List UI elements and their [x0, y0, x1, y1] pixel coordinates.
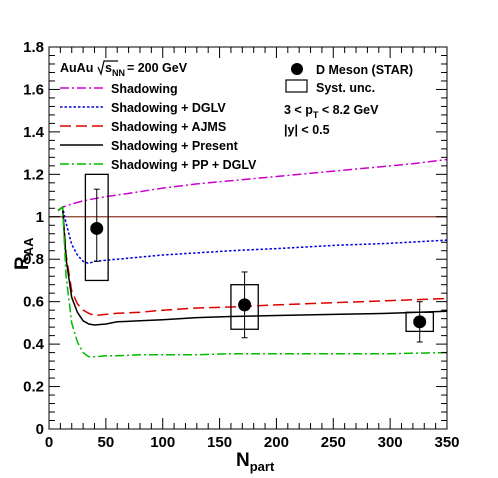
legend-label-3: Shadowing + AJMS — [111, 120, 226, 134]
x-tick-label: 100 — [150, 434, 175, 451]
x-axis-title: Npart — [236, 450, 275, 474]
x-tick-label: 350 — [434, 434, 459, 451]
y-tick-label: 0 — [36, 421, 44, 438]
legend-label-2: Shadowing + DGLV — [111, 101, 226, 115]
axis-ticks: 0 50 100 150 200 250 300 350 0 0.2 0.4 0.6 0.8 1 1.2 1.… — [23, 39, 459, 451]
legend-label-5: Shadowing + PP + DGLV — [111, 158, 257, 172]
y-axis-title: RAA — [12, 237, 36, 270]
x-tick-label: 200 — [264, 434, 289, 451]
y-tick-label: 1.2 — [23, 166, 44, 183]
data-marker — [238, 298, 252, 312]
legend-kinematics: 3 < pT < 8.2 GeV — [284, 103, 379, 120]
data-points — [84, 173, 435, 343]
y-tick-label: 0.2 — [23, 379, 44, 396]
data-marker — [413, 315, 427, 329]
y-tick-label: 1.4 — [23, 124, 45, 141]
legend-rapidity: |y| < 0.5 — [284, 123, 330, 137]
y-tick-label: 0.4 — [23, 336, 45, 353]
y-tick-label: 1 — [36, 209, 44, 226]
legend-syst-box-icon — [285, 79, 308, 93]
legend-label-4: Shadowing + Present — [111, 139, 239, 153]
legend-lines: Shadowing Shadowing + DGLV Shadowing + AJM… — [60, 82, 257, 172]
system-label: AuAu — [60, 61, 93, 75]
series-line-4 — [57, 205, 448, 326]
data-point-1 — [84, 173, 109, 282]
svg-text:sNN= 200 GeV: sNN = 200 GeV — [105, 61, 188, 78]
plot-frame — [48, 46, 448, 430]
x-tick-label: 0 — [45, 434, 53, 451]
legend-label-1: Shadowing — [111, 82, 178, 96]
data-point-3 — [405, 301, 435, 343]
y-tick-label: 1.6 — [23, 81, 44, 98]
data-marker — [90, 221, 104, 235]
x-tick-label: 50 — [98, 434, 115, 451]
legend-marker-label: D Meson (STAR) — [316, 63, 413, 77]
legend-syst-label: Syst. unc. — [316, 81, 375, 95]
sqrt-symbol-icon — [97, 60, 118, 76]
data-point-2 — [230, 271, 259, 339]
series-line-1 — [57, 158, 448, 212]
y-tick-label: 0.6 — [23, 294, 44, 311]
legend-marker-icon — [291, 63, 303, 75]
x-tick-label: 150 — [207, 434, 232, 451]
y-tick-label: 0.8 — [23, 251, 44, 268]
energy-label: sNN = 200 GeV — [97, 60, 188, 78]
x-tick-label: 250 — [321, 434, 346, 451]
y-tick-label: 1.8 — [23, 39, 44, 56]
model-curves — [57, 158, 448, 358]
x-tick-label: 300 — [378, 434, 403, 451]
series-line-5 — [57, 205, 448, 358]
syst-box — [84, 173, 109, 282]
series-line-3 — [57, 205, 448, 317]
